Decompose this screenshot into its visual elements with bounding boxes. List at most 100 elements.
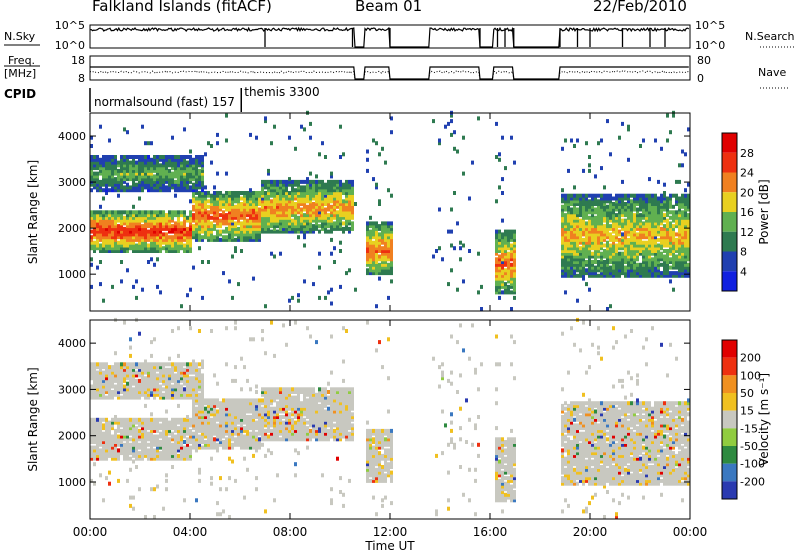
power-pixel <box>297 218 300 223</box>
power-pixel <box>591 196 594 201</box>
power-pixel <box>132 226 135 231</box>
power-pixel <box>228 279 231 284</box>
power-pixel <box>285 221 288 226</box>
velocity-pixel <box>153 365 156 370</box>
velocity-pixel <box>144 384 147 389</box>
power-pixel <box>513 295 516 300</box>
power-pixel <box>174 249 177 253</box>
power-pixel <box>129 226 132 231</box>
power-pixel <box>375 226 378 231</box>
power-pixel <box>390 235 393 240</box>
velocity-pixel <box>228 409 231 414</box>
power-pixel <box>678 257 681 262</box>
power-pixel <box>684 254 687 259</box>
velocity-pixel <box>141 456 144 461</box>
velocity-pixel <box>192 395 195 400</box>
power-pixel <box>633 218 636 223</box>
power-pixel <box>666 221 669 226</box>
power-pixel <box>372 177 375 182</box>
power-pixel <box>462 279 465 284</box>
velocity-pixel <box>135 420 138 425</box>
power-pixel <box>240 221 243 226</box>
power-colorbar-seg-5 <box>722 231 737 252</box>
power-pixel <box>225 204 228 209</box>
power-pixel <box>219 237 222 242</box>
power-pixel <box>141 229 144 234</box>
power-pixel <box>510 307 513 311</box>
power-pixel <box>90 284 93 289</box>
velocity-pixel <box>147 451 150 456</box>
power-pixel <box>615 249 618 253</box>
velocity-pixel <box>153 426 156 431</box>
power-pixel <box>150 166 153 171</box>
power-pixel <box>309 196 312 201</box>
power-pixel <box>309 179 312 184</box>
power-pixel <box>348 210 351 215</box>
power-pixel <box>504 257 507 262</box>
power-pixel <box>372 262 375 267</box>
power-pixel <box>294 196 297 201</box>
power-pixel <box>285 188 288 193</box>
power-pixel <box>621 121 624 126</box>
power-pixel <box>390 237 393 242</box>
power-pixel <box>684 271 687 276</box>
power-pixel <box>675 249 678 253</box>
power-pixel <box>648 210 651 215</box>
power-pixel <box>123 226 126 231</box>
power-pixel <box>345 213 348 218</box>
power-pixel <box>621 268 624 273</box>
power-pixel <box>369 240 372 245</box>
power-pixel <box>195 163 198 168</box>
velocity-pixel <box>108 470 111 475</box>
velocity-pixel <box>138 392 141 397</box>
power-pixel <box>330 221 333 226</box>
velocity-pixel <box>144 376 147 381</box>
velocity-pixel <box>120 442 123 447</box>
power-pixel <box>168 246 171 251</box>
power-pixel <box>210 204 213 209</box>
power-pixel <box>183 155 186 159</box>
power-pixel <box>153 243 156 248</box>
power-pixel <box>153 232 156 237</box>
power-pixel <box>177 226 180 231</box>
power-pixel <box>345 199 348 204</box>
power-pixel <box>228 226 231 231</box>
power-pixel <box>120 160 123 165</box>
velocity-pixel <box>198 329 201 333</box>
velocity-pixel <box>129 417 132 422</box>
power-pixel <box>165 249 168 253</box>
power-pixel <box>651 224 654 229</box>
velocity-pixel <box>192 437 195 442</box>
velocity-pixel <box>195 426 198 431</box>
power-pixel <box>162 221 165 226</box>
power-pixel <box>645 251 648 256</box>
power-pixel <box>123 188 126 193</box>
power-pixel <box>114 185 117 190</box>
power-pixel <box>567 235 570 240</box>
velocity-pixel <box>99 453 102 458</box>
power-pixel <box>333 185 336 190</box>
velocity-pixel <box>150 428 153 433</box>
velocity-pixel <box>159 367 162 372</box>
power-pixel <box>570 202 573 206</box>
power-pixel <box>282 196 285 201</box>
power-pixel <box>303 188 306 193</box>
power-pixel <box>513 276 516 281</box>
power-pixel <box>138 163 141 168</box>
velocity-pixel <box>93 381 96 386</box>
power-pixel <box>273 215 276 220</box>
power-pixel <box>576 254 579 259</box>
power-pixel <box>657 257 660 262</box>
velocity-pixel <box>111 448 114 453</box>
power-pixel <box>177 213 180 218</box>
power-pixel <box>630 218 633 223</box>
velocity-pixel <box>126 442 129 447</box>
power-pixel <box>618 193 621 198</box>
power-pixel <box>219 213 222 218</box>
power-pixel <box>108 218 111 223</box>
velocity-pixel <box>138 453 141 458</box>
power-pixel <box>561 210 564 215</box>
power-pixel <box>336 210 339 215</box>
power-pixel <box>330 174 333 179</box>
power-pixel <box>372 260 375 264</box>
